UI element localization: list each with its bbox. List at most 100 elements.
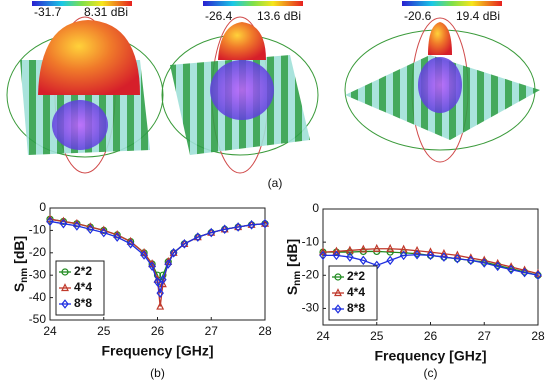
y-tick-label: -40 [29, 290, 47, 304]
x-tick-label: 24 [316, 329, 330, 343]
x-tick-label: 27 [478, 329, 492, 343]
y-axis-label: Snm [dB] [284, 239, 303, 295]
y-axis-label: Snm [dB] [11, 236, 30, 292]
marker [346, 252, 354, 262]
marker [194, 232, 202, 242]
x-tick-label: 26 [151, 324, 165, 338]
x-tick-label: 25 [370, 329, 384, 343]
legend-marker [334, 273, 342, 281]
marker [86, 224, 95, 235]
x-tick-label: 28 [531, 329, 545, 343]
colorbar-max: 19.4 dBi [456, 9, 500, 23]
y-label-unit: [dB] [284, 239, 300, 267]
marker [180, 239, 189, 249]
colorbar [402, 1, 502, 6]
y-tick-label: 0 [312, 201, 319, 215]
legend-marker [61, 283, 69, 292]
y-label-symbol: S [11, 283, 27, 292]
colorbar-min: -26.4 [205, 9, 233, 23]
x-axis-label: Frequency [GHz] [374, 348, 486, 364]
colorbar [203, 1, 303, 6]
y-label-unit: [dB] [11, 236, 27, 264]
legend-label: 4*4 [347, 285, 365, 299]
marker [158, 279, 167, 288]
marker [261, 218, 269, 229]
y-tick-label: -10 [302, 234, 320, 248]
marker [439, 248, 448, 257]
x-tick-label: 26 [424, 329, 438, 343]
marker [247, 220, 256, 230]
legend-label: 4*4 [74, 280, 92, 294]
marker [140, 250, 148, 260]
y-label-symbol: S [284, 286, 300, 295]
marker [59, 218, 68, 229]
marker [426, 247, 435, 256]
marker [413, 245, 422, 254]
marker [148, 261, 156, 272]
colorbar-min: -20.6 [404, 9, 432, 23]
colorbar-max: 8.31 dBi [84, 5, 128, 19]
marker [153, 277, 162, 287]
y-tick-label: 0 [39, 200, 46, 214]
legend-marker [334, 288, 342, 297]
marker [220, 224, 229, 235]
marker [234, 222, 242, 232]
marker [159, 274, 167, 285]
marker [156, 288, 164, 298]
marker [480, 258, 489, 268]
marker [46, 216, 54, 227]
y-tick-label: -10 [29, 223, 47, 237]
series-line [49, 220, 266, 294]
marker [332, 250, 341, 261]
colorbar [32, 1, 132, 6]
colorbar-min: -31.7 [34, 5, 62, 19]
series-line [323, 254, 539, 276]
x-tick-label: 28 [258, 324, 272, 338]
radiation-pattern-4x4 [161, 16, 319, 174]
y-label-subscript: nm [292, 271, 303, 286]
legend-marker [61, 299, 69, 309]
marker [359, 244, 368, 253]
legend-label: 2*2 [74, 264, 92, 278]
marker [319, 247, 327, 256]
marker [467, 255, 475, 266]
marker [507, 264, 515, 275]
marker [99, 227, 108, 238]
x-tick-label: 27 [205, 324, 219, 338]
caption: (c) [424, 366, 438, 380]
marker [319, 250, 327, 261]
radiation-pattern-2x2 [6, 16, 164, 174]
y-tick-label: -20 [302, 267, 320, 281]
marker [126, 239, 135, 249]
marker [386, 255, 394, 266]
marker [207, 227, 216, 238]
legend-marker [61, 268, 69, 276]
legend-label: 8*8 [347, 301, 365, 315]
colorbars: -31.7 8.31 dBi -26.4 13.6 dBi -20.6 19.4… [32, 1, 502, 23]
x-axis-label: Frequency [GHz] [101, 343, 213, 359]
caption: (b) [150, 366, 165, 380]
caption: (a) [268, 176, 283, 190]
marker [332, 246, 341, 255]
marker [520, 267, 529, 278]
marker [493, 261, 502, 272]
y-tick-label: -30 [29, 267, 47, 281]
marker [386, 243, 395, 252]
legend-marker [334, 304, 342, 314]
x-tick-label: 25 [97, 324, 111, 338]
radiation-pattern-8x8 [344, 17, 540, 163]
y-tick-label: -50 [29, 312, 47, 326]
marker [453, 253, 462, 264]
legend-label: 8*8 [74, 296, 92, 310]
colorbar-max: 13.6 dBi [257, 9, 301, 23]
marker [156, 301, 165, 310]
marker [113, 232, 121, 242]
y-label-subscript: nm [19, 268, 30, 283]
marker [359, 255, 368, 266]
y-tick-label: -20 [29, 245, 47, 259]
marker [169, 248, 178, 258]
marker [73, 221, 81, 231]
x-tick-label: 24 [43, 324, 57, 338]
